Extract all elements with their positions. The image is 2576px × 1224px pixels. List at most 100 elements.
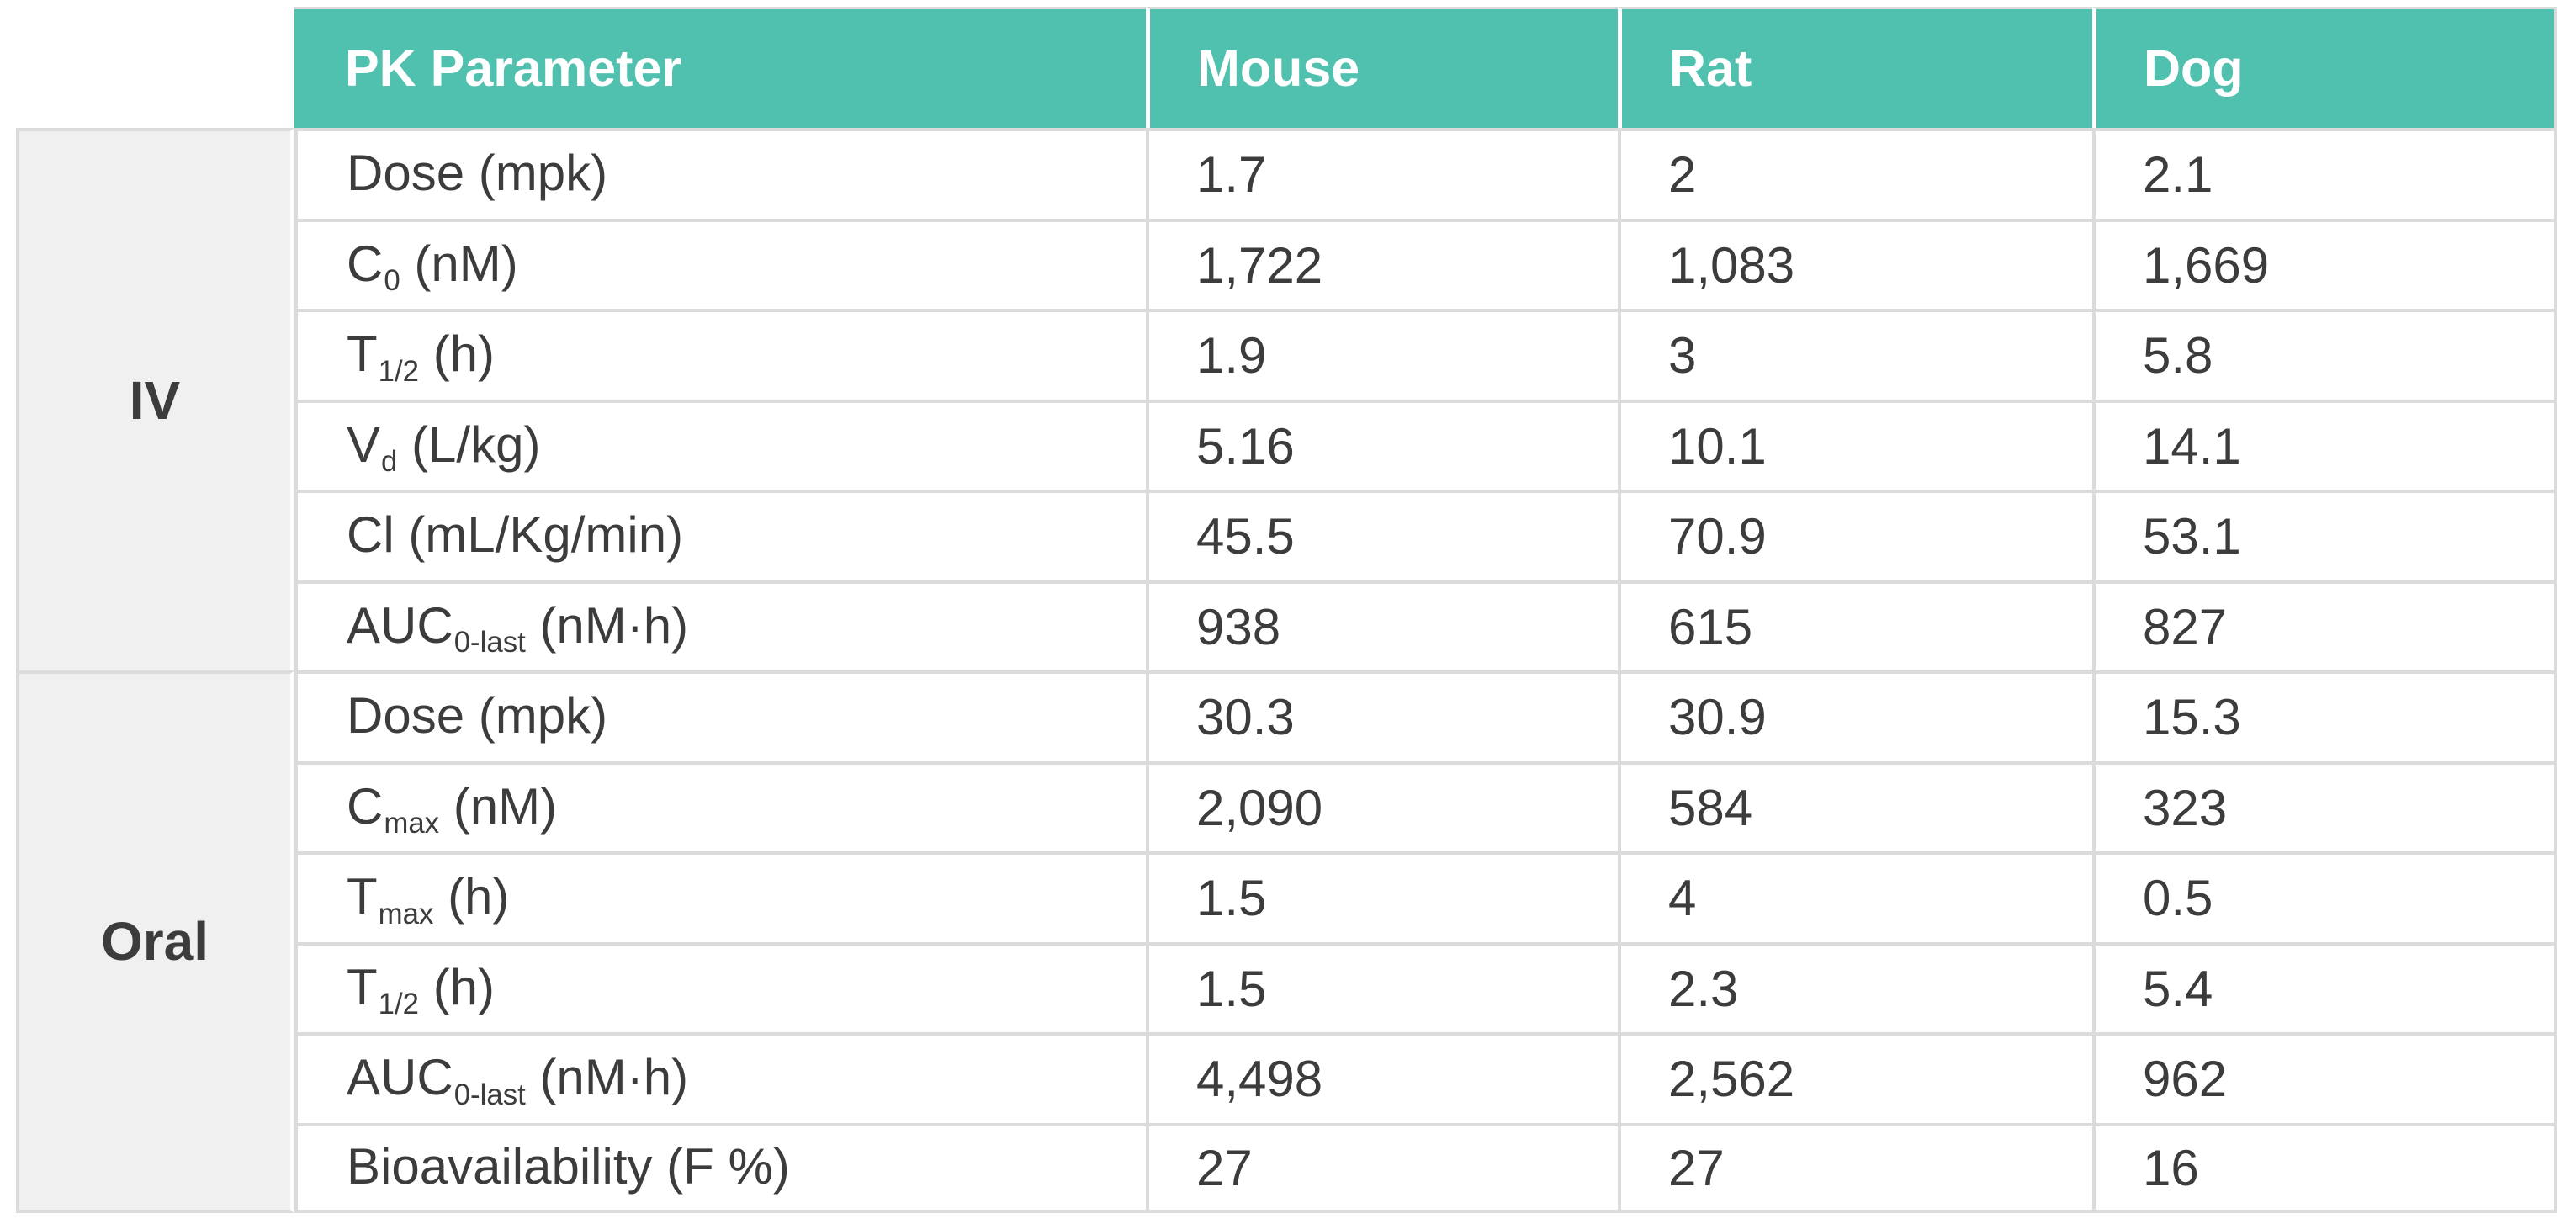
value-cell-iv-cl-rat: 70.9 [1618, 490, 2092, 580]
value-cell-oral-tmax-rat: 4 [1618, 851, 2092, 942]
param-label: Tmax (h) [347, 867, 509, 929]
param-cell-oral-bioavailability: Bioavailability (F %) [294, 1122, 1146, 1213]
value-cell-iv-dose-rat: 2 [1618, 128, 2092, 219]
value-cell-oral-auc-dog: 962 [2092, 1032, 2557, 1123]
header-pk-parameter-label: PK Parameter [345, 40, 682, 98]
param-label: AUC0-last (nM·h) [347, 1048, 688, 1110]
param-subscript: d [381, 445, 398, 479]
param-base: T [347, 958, 378, 1015]
value-cell-oral-thalf-dog: 5.4 [2092, 941, 2557, 1032]
value-cell-iv-thalf-rat: 3 [1618, 309, 2092, 400]
param-label: Cmax (nM) [347, 777, 557, 839]
value-cell-iv-c0-mouse: 1,722 [1146, 218, 1618, 309]
header-rat: Rat [1618, 7, 2092, 128]
value-cell-iv-vd-dog: 14.1 [2092, 399, 2557, 490]
param-label: Vd (L/kg) [347, 416, 540, 477]
param-base: C [347, 235, 384, 292]
param-rest: (h) [433, 868, 510, 925]
param-cell-oral-thalf: T1/2 (h) [294, 941, 1146, 1032]
value-cell-oral-thalf-rat: 2.3 [1618, 941, 2092, 1032]
param-cell-iv-dose: Dose (mpk) [294, 128, 1146, 219]
value-cell-iv-auc-dog: 827 [2092, 580, 2557, 670]
param-base: Bioavailability (F %) [347, 1137, 790, 1195]
param-cell-iv-thalf: T1/2 (h) [294, 309, 1146, 400]
value-cell-oral-tmax-dog: 0.5 [2092, 851, 2557, 942]
value-cell-iv-dose-mouse: 1.7 [1146, 128, 1618, 219]
param-rest: (h) [419, 958, 496, 1015]
param-base: Dose (mpk) [347, 687, 608, 744]
value-cell-oral-dose-rat: 30.9 [1618, 670, 2092, 761]
row-group-oral: Oral [16, 670, 294, 1213]
param-label: Dose (mpk) [347, 144, 608, 205]
pk-parameters-table: PK Parameter Mouse Rat Dog IV Dose (mpk)… [16, 7, 2557, 1213]
value-cell-iv-c0-rat: 1,083 [1618, 218, 2092, 309]
param-subscript: 0 [384, 264, 400, 298]
param-cell-iv-cl: Cl (mL/Kg/min) [294, 490, 1146, 580]
header-dog-label: Dog [2144, 40, 2244, 98]
value-cell-oral-cmax-rat: 584 [1618, 760, 2092, 851]
param-subscript: max [378, 897, 434, 930]
value-cell-oral-bioavailability-mouse: 27 [1146, 1122, 1618, 1213]
param-base: Cl (mL/Kg/min) [347, 506, 684, 564]
value-cell-oral-dose-mouse: 30.3 [1146, 670, 1618, 761]
param-cell-oral-auc: AUC0-last (nM·h) [294, 1032, 1146, 1123]
param-rest: (nM) [400, 235, 518, 292]
param-cell-oral-cmax: Cmax (nM) [294, 760, 1146, 851]
value-cell-oral-auc-rat: 2,562 [1618, 1032, 2092, 1123]
param-label: C0 (nM) [347, 235, 518, 296]
param-base: C [347, 777, 384, 835]
param-cell-iv-vd: Vd (L/kg) [294, 399, 1146, 490]
param-base: Dose (mpk) [347, 145, 608, 202]
param-base: T [347, 326, 378, 383]
value-cell-iv-auc-mouse: 938 [1146, 580, 1618, 670]
value-cell-oral-cmax-mouse: 2,090 [1146, 760, 1618, 851]
value-cell-iv-thalf-dog: 5.8 [2092, 309, 2557, 400]
param-rest: (h) [419, 326, 496, 383]
value-cell-iv-auc-rat: 615 [1618, 580, 2092, 670]
value-cell-iv-c0-dog: 1,669 [2092, 218, 2557, 309]
param-cell-oral-dose: Dose (mpk) [294, 670, 1146, 761]
param-subscript: 1/2 [378, 354, 420, 388]
param-cell-iv-c0: C0 (nM) [294, 218, 1146, 309]
table-corner-spacer [16, 7, 294, 128]
row-group-oral-label: Oral [100, 910, 209, 972]
value-cell-oral-thalf-mouse: 1.5 [1146, 941, 1618, 1032]
param-subscript: 0-last [453, 1078, 526, 1111]
param-label: Cl (mL/Kg/min) [347, 506, 684, 567]
param-subscript: 1/2 [378, 988, 420, 1021]
header-pk-parameter: PK Parameter [294, 7, 1146, 128]
value-cell-oral-dose-dog: 15.3 [2092, 670, 2557, 761]
value-cell-oral-bioavailability-rat: 27 [1618, 1122, 2092, 1213]
row-group-iv-label: IV [129, 369, 181, 431]
value-cell-oral-auc-mouse: 4,498 [1146, 1032, 1618, 1123]
header-dog: Dog [2092, 7, 2557, 128]
param-label: T1/2 (h) [347, 958, 495, 1020]
param-label: T1/2 (h) [347, 325, 495, 386]
param-cell-oral-tmax: Tmax (h) [294, 851, 1146, 942]
value-cell-iv-thalf-mouse: 1.9 [1146, 309, 1618, 400]
param-base: V [347, 416, 381, 473]
param-label: Bioavailability (F %) [347, 1137, 791, 1199]
param-base: AUC [347, 596, 453, 654]
value-cell-oral-tmax-mouse: 1.5 [1146, 851, 1618, 942]
value-cell-oral-cmax-dog: 323 [2092, 760, 2557, 851]
param-label: AUC0-last (nM·h) [347, 596, 688, 658]
header-mouse: Mouse [1146, 7, 1618, 128]
param-base: AUC [347, 1049, 453, 1106]
param-rest: (nM·h) [525, 1049, 689, 1106]
param-subscript: max [384, 807, 440, 840]
row-group-iv: IV [16, 128, 294, 670]
value-cell-iv-vd-rat: 10.1 [1618, 399, 2092, 490]
value-cell-iv-dose-dog: 2.1 [2092, 128, 2557, 219]
param-cell-iv-auc: AUC0-last (nM·h) [294, 580, 1146, 670]
value-cell-iv-vd-mouse: 5.16 [1146, 399, 1618, 490]
param-subscript: 0-last [453, 626, 526, 660]
header-rat-label: Rat [1669, 40, 1752, 98]
value-cell-iv-cl-mouse: 45.5 [1146, 490, 1618, 580]
value-cell-iv-cl-dog: 53.1 [2092, 490, 2557, 580]
value-cell-oral-bioavailability-dog: 16 [2092, 1122, 2557, 1213]
param-base: T [347, 868, 378, 925]
param-rest: (nM·h) [525, 596, 689, 654]
header-mouse-label: Mouse [1197, 40, 1360, 98]
